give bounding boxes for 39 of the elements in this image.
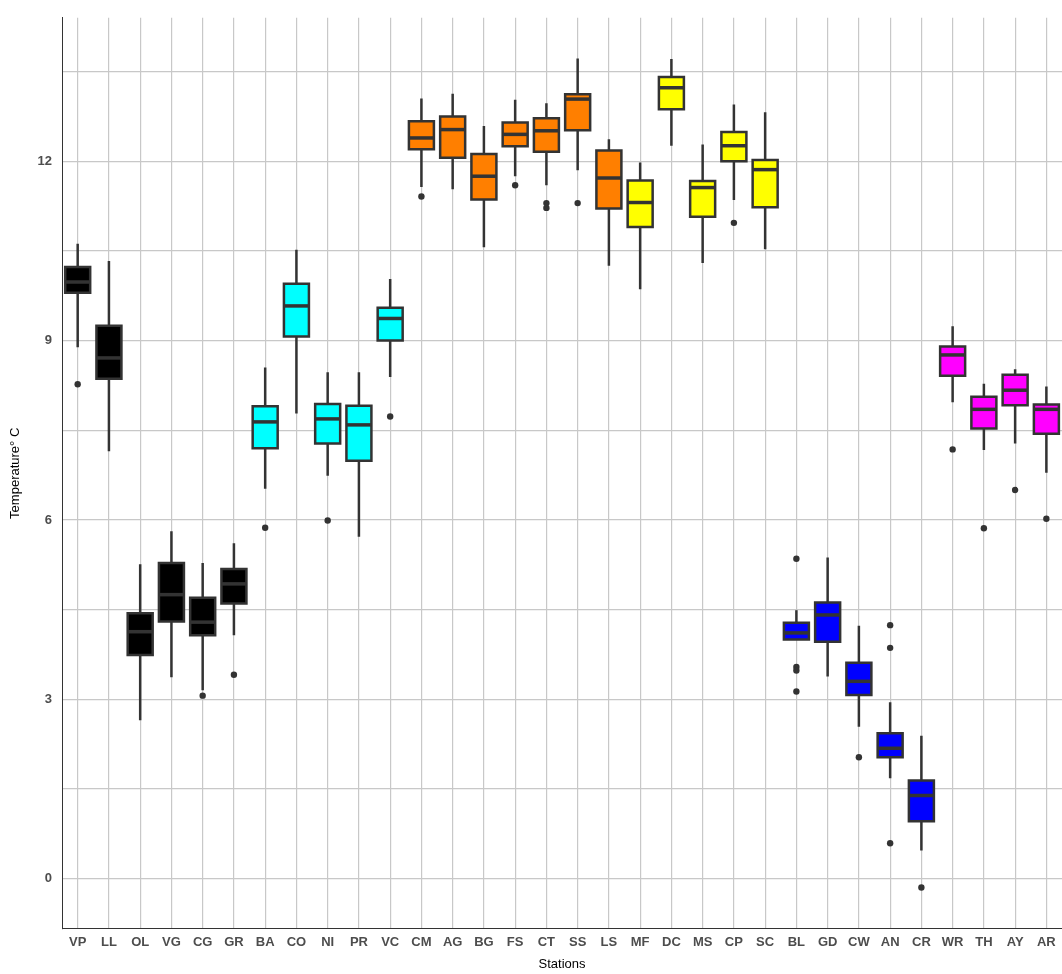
y-tick-label: 6	[44, 511, 53, 527]
x-tick-label: VG	[162, 934, 181, 950]
x-tick-label: AY	[1006, 934, 1024, 950]
x-tick-label: CW	[848, 934, 871, 950]
x-tick-label: DC	[662, 934, 682, 950]
x-tick-label: MF	[630, 934, 650, 950]
x-tick-label: BL	[787, 934, 806, 950]
x-tick-label: OL	[131, 934, 150, 950]
x-tick-label: AG	[442, 934, 463, 950]
x-tick-label: BG	[474, 934, 494, 950]
x-tick-label: WR	[941, 934, 965, 950]
x-tick-label: TH	[975, 934, 993, 950]
x-tick-label: LS	[600, 934, 618, 950]
x-tick-label: MS	[692, 934, 713, 950]
y-tick-label: 3	[44, 690, 53, 706]
y-tick-label: 0	[44, 870, 53, 886]
x-tick-label: AN	[880, 934, 900, 950]
x-tick-label: VC	[381, 934, 400, 950]
x-tick-label: GR	[224, 934, 245, 950]
x-tick-label: LL	[100, 934, 117, 950]
y-tick-label: 12	[37, 152, 53, 168]
y-axis-title: Temperature° C	[7, 427, 23, 519]
x-tick-label: CP	[724, 934, 744, 950]
x-tick-label: SC	[756, 934, 775, 950]
x-tick-label: VP	[69, 934, 87, 950]
x-tick-label: AR	[1036, 934, 1057, 950]
x-tick-label: GD	[817, 934, 838, 950]
x-axis-title: Stations	[538, 955, 587, 971]
x-tick-label: CR	[911, 934, 932, 950]
x-tick-label: NI	[321, 934, 335, 950]
x-tick-label: CG	[192, 934, 213, 950]
x-tick-label: SS	[568, 934, 587, 950]
y-tick-label: 9	[44, 332, 53, 348]
x-tick-label: PR	[349, 934, 369, 950]
x-tick-label: BA	[255, 934, 276, 950]
x-tick-label: CT	[537, 934, 556, 950]
x-tick-label: CO	[286, 934, 307, 950]
x-tick-label: FS	[506, 934, 524, 950]
x-tick-label: CM	[411, 934, 432, 950]
